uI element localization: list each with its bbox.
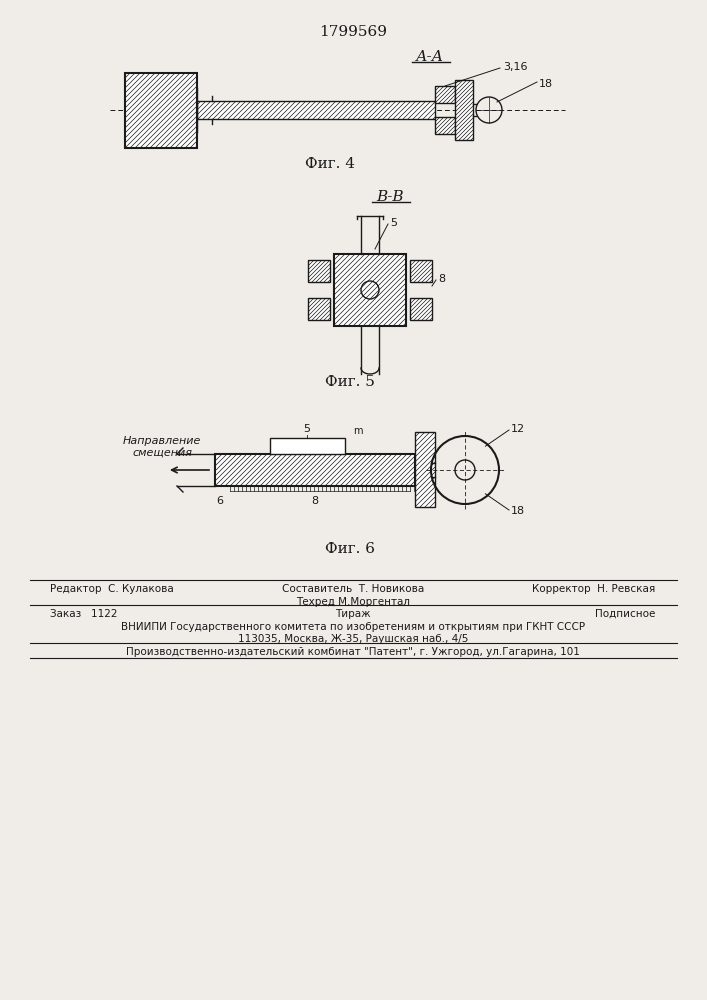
Text: Редактор  С. Кулакова: Редактор С. Кулакова bbox=[50, 584, 174, 594]
Bar bbox=[455, 80, 473, 140]
Text: m: m bbox=[353, 426, 363, 436]
Text: 8: 8 bbox=[438, 274, 445, 284]
Text: А-А: А-А bbox=[416, 50, 444, 64]
Text: Фиг. 5: Фиг. 5 bbox=[325, 375, 375, 389]
Text: 18: 18 bbox=[539, 79, 553, 89]
Text: Фиг. 4: Фиг. 4 bbox=[305, 157, 355, 171]
Text: Корректор  Н. Ревская: Корректор Н. Ревская bbox=[532, 584, 655, 594]
Text: 1799569: 1799569 bbox=[319, 25, 387, 39]
Text: В-В: В-В bbox=[376, 190, 404, 204]
Text: Техред М.Моргентал: Техред М.Моргентал bbox=[296, 597, 410, 607]
Text: 3,16: 3,16 bbox=[503, 62, 527, 72]
Text: Тираж: Тираж bbox=[335, 609, 370, 619]
Bar bbox=[435, 117, 455, 134]
Bar bbox=[215, 454, 415, 486]
Text: 6: 6 bbox=[216, 496, 223, 506]
Text: Составитель  Т. Новикова: Составитель Т. Новикова bbox=[282, 584, 424, 594]
Text: Фиг. 6: Фиг. 6 bbox=[325, 542, 375, 556]
Text: ВНИИПИ Государственного комитета по изобретениям и открытиям при ГКНТ СССР: ВНИИПИ Государственного комитета по изоб… bbox=[121, 622, 585, 632]
Bar bbox=[308, 298, 330, 320]
Text: Производственно-издательский комбинат "Патент", г. Ужгород, ул.Гагарина, 101: Производственно-издательский комбинат "П… bbox=[126, 647, 580, 657]
Text: Заказ   1122: Заказ 1122 bbox=[50, 609, 117, 619]
Bar bbox=[334, 254, 406, 326]
Bar bbox=[410, 298, 432, 320]
Text: 8: 8 bbox=[312, 496, 319, 506]
Bar bbox=[308, 260, 330, 282]
Bar bbox=[125, 73, 197, 148]
Bar bbox=[410, 260, 432, 282]
Text: 5: 5 bbox=[303, 424, 310, 434]
Bar bbox=[435, 86, 455, 103]
Bar bbox=[415, 432, 435, 507]
Bar bbox=[270, 438, 345, 454]
Text: Направление
смещения: Направление смещения bbox=[123, 436, 201, 458]
Text: 113035, Москва, Ж-35, Раушская наб., 4/5: 113035, Москва, Ж-35, Раушская наб., 4/5 bbox=[238, 634, 468, 644]
Text: 12: 12 bbox=[511, 424, 525, 434]
Bar bbox=[197, 101, 435, 119]
Text: 18: 18 bbox=[511, 506, 525, 516]
Text: 5: 5 bbox=[390, 218, 397, 228]
Text: Подписное: Подписное bbox=[595, 609, 655, 619]
